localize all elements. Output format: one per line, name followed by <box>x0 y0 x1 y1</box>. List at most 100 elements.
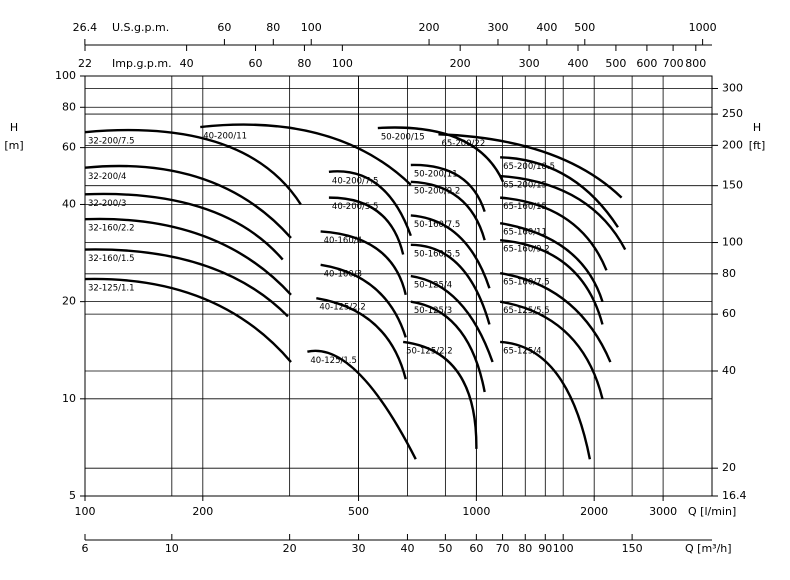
pump-curve <box>500 174 627 251</box>
curve-label: 50-200/11 <box>414 170 458 180</box>
ft-axis-unit: [ft] <box>749 139 766 152</box>
ft-tick-label: 80 <box>722 267 736 280</box>
curve-label: 65-125/4 <box>503 346 541 356</box>
m3h-tick-label: 30 <box>352 542 366 555</box>
y-tick-label: 60 <box>62 141 76 154</box>
m3h-tick-label: 6 <box>82 542 89 555</box>
curve-label: 32-200/7.5 <box>88 137 135 147</box>
y-tick-label: 100 <box>55 69 76 82</box>
imp-gpm-tick-label: 80 <box>297 57 311 70</box>
ft-tick-label: 200 <box>722 138 743 151</box>
us-gpm-tick-label: 200 <box>419 21 440 34</box>
pump-curve <box>410 180 486 241</box>
x-tick-label: 100 <box>75 505 96 518</box>
curve-label: 40-200/11 <box>203 132 247 142</box>
curve-label: 65-160/7.5 <box>503 278 549 288</box>
ft-tick-label: 20 <box>722 461 736 474</box>
pump-curve <box>316 296 407 380</box>
pump-curve <box>84 192 284 261</box>
curve-label: 50-200/9.2 <box>414 186 461 196</box>
pump-curve <box>328 196 405 255</box>
curve-label: 65-160/15 <box>503 202 547 212</box>
curve-label: 32-125/1.1 <box>88 284 135 294</box>
pump-curve <box>410 300 486 393</box>
ft-tick-label: 300 <box>722 82 743 95</box>
m3h-tick-label: 50 <box>438 542 452 555</box>
imp-gpm-tick-label: 800 <box>685 57 706 70</box>
curve-label: 32-160/2.2 <box>88 224 135 234</box>
m3h-tick-label: 150 <box>622 542 643 555</box>
pump-curve <box>84 164 292 239</box>
pump-curve <box>84 128 302 206</box>
ft-tick-label: 250 <box>722 107 743 120</box>
curve-label: 50-200/15 <box>381 133 425 143</box>
us-gpm-label: U.S.g.p.m. <box>112 21 169 34</box>
y-tick-label: 40 <box>62 197 76 210</box>
pump-curve <box>410 214 491 289</box>
pump-curve <box>84 217 292 296</box>
curve-label: 40-160/3 <box>324 269 362 279</box>
pump-curve <box>499 300 604 400</box>
pump-curve <box>499 222 604 303</box>
imp-gpm-tick-label: 600 <box>636 57 657 70</box>
curve-label: 40-200/7.5 <box>332 176 379 186</box>
x-tick-label: 500 <box>348 505 369 518</box>
pump-curve <box>500 340 592 460</box>
pump-curve <box>499 272 612 363</box>
ft-axis-label: H <box>753 121 761 134</box>
ft-tick-label: 150 <box>722 179 743 192</box>
pump-curve <box>307 349 417 460</box>
imp-gpm-tick-label: 700 <box>663 57 684 70</box>
imp-gpm-tick-label: 200 <box>450 57 471 70</box>
curve-label: 40-125/1.5 <box>310 356 357 366</box>
curve-label: 65-200/18.5 <box>503 162 555 172</box>
imp-gpm-tick-label: 100 <box>332 57 353 70</box>
pump-curve <box>320 263 407 338</box>
pump-curve <box>410 163 486 213</box>
x-tick-label: 200 <box>192 505 213 518</box>
m3h-tick-label: 20 <box>283 542 297 555</box>
x-tick-label: 2000 <box>580 505 608 518</box>
curve-label: 50-125/3 <box>414 306 452 316</box>
us-gpm-tick-label: 100 <box>301 21 322 34</box>
curve-label: 32-200/4 <box>88 172 126 182</box>
y-axis-unit: [m] <box>4 139 23 152</box>
x-tick-label: 3000 <box>649 505 677 518</box>
curve-label: 32-160/1.5 <box>88 254 135 264</box>
pump-curve <box>328 170 412 237</box>
imp-gpm-tick-label: 300 <box>519 57 540 70</box>
us-gpm-tick-label: 80 <box>266 21 280 34</box>
imp-gpm-tick-label: 40 <box>180 57 194 70</box>
ft-tick-label: 60 <box>722 307 736 320</box>
us-gpm-tick-label: 60 <box>217 21 231 34</box>
imp-gpm-label: Imp.g.p.m. <box>112 57 172 70</box>
pump-curve <box>438 133 623 199</box>
y-tick-label: 5 <box>69 489 76 502</box>
imp-gpm-tick-label: 60 <box>249 57 263 70</box>
pump-curve <box>410 243 491 325</box>
curve-label: 50-125/2.2 <box>406 346 453 356</box>
curve-label: 65-160/9.2 <box>503 245 549 255</box>
us-gpm-tick-label: 1000 <box>689 21 717 34</box>
pump-curve <box>84 248 289 318</box>
pump-curve <box>403 340 478 449</box>
curve-label: 50-160/5.5 <box>414 249 461 259</box>
m3h-axis-label: Q [m³/h] <box>685 542 732 555</box>
x-tick-label: 1000 <box>462 505 490 518</box>
m3h-tick-label: 80 <box>518 542 532 555</box>
pump-curve <box>500 239 604 325</box>
curve-label: 50-160/7.5 <box>414 220 461 230</box>
pump-curve <box>500 196 608 271</box>
imp-gpm-tick-label: 400 <box>567 57 588 70</box>
curve-label: 40-125/2.2 <box>319 303 366 313</box>
curve-label: 40-200/5.5 <box>332 202 379 212</box>
pump-curve <box>84 277 292 363</box>
us-gpm-tick-label: 500 <box>574 21 595 34</box>
us-gpm-tick-label: 300 <box>487 21 508 34</box>
curve-label: 50-125/4 <box>414 281 452 291</box>
m3h-tick-label: 40 <box>400 542 414 555</box>
imp-gpm-tick-label: 22 <box>78 57 92 70</box>
curve-label: 65-125/5.5 <box>503 306 549 316</box>
pump-curve <box>200 123 412 186</box>
